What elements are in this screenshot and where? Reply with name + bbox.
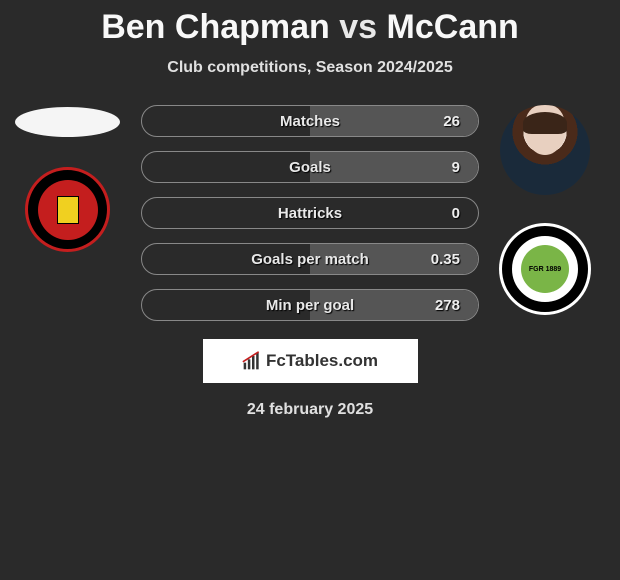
stat-row: Min per goal 278 bbox=[141, 289, 479, 321]
left-column bbox=[0, 105, 135, 321]
subtitle: Club competitions, Season 2024/2025 bbox=[0, 59, 620, 77]
stat-label: Matches bbox=[280, 113, 340, 130]
stat-value-right: 0.35 bbox=[420, 251, 460, 268]
stats-column: Matches 26 Goals 9 Hattricks 0 Goals per match… bbox=[135, 105, 485, 321]
player1-name: Ben Chapman bbox=[101, 8, 330, 46]
club-badge-right: FGR 1889 bbox=[499, 223, 591, 315]
stat-value-right: 0 bbox=[420, 205, 460, 222]
stat-row: Goals per match 0.35 bbox=[141, 243, 479, 275]
main-layout: Matches 26 Goals 9 Hattricks 0 Goals per match… bbox=[0, 105, 620, 321]
date-text: 24 february 2025 bbox=[0, 401, 620, 419]
stat-value-right: 278 bbox=[420, 297, 460, 314]
player2-photo bbox=[500, 105, 590, 195]
right-column: FGR 1889 bbox=[485, 105, 620, 321]
player2-name: McCann bbox=[387, 8, 519, 46]
stat-row: Matches 26 bbox=[141, 105, 479, 137]
vs-text: vs bbox=[339, 8, 377, 46]
club-badge-left bbox=[25, 167, 110, 252]
logo-text: FcTables.com bbox=[266, 351, 378, 371]
player1-photo-placeholder bbox=[15, 107, 120, 137]
fctables-logo: FcTables.com bbox=[203, 339, 418, 383]
stat-row: Hattricks 0 bbox=[141, 197, 479, 229]
stat-label: Goals per match bbox=[251, 251, 369, 268]
stat-value-right: 9 bbox=[420, 159, 460, 176]
stat-row: Goals 9 bbox=[141, 151, 479, 183]
club-crest-right-icon: FGR 1889 bbox=[521, 245, 569, 293]
stat-value-right: 26 bbox=[420, 113, 460, 130]
club-crest-left-icon bbox=[57, 196, 79, 224]
chart-bars-icon bbox=[242, 351, 262, 371]
stat-label: Hattricks bbox=[278, 205, 342, 222]
stat-label: Min per goal bbox=[266, 297, 354, 314]
comparison-title: Ben Chapman vs McCann bbox=[0, 0, 620, 47]
stat-label: Goals bbox=[289, 159, 331, 176]
